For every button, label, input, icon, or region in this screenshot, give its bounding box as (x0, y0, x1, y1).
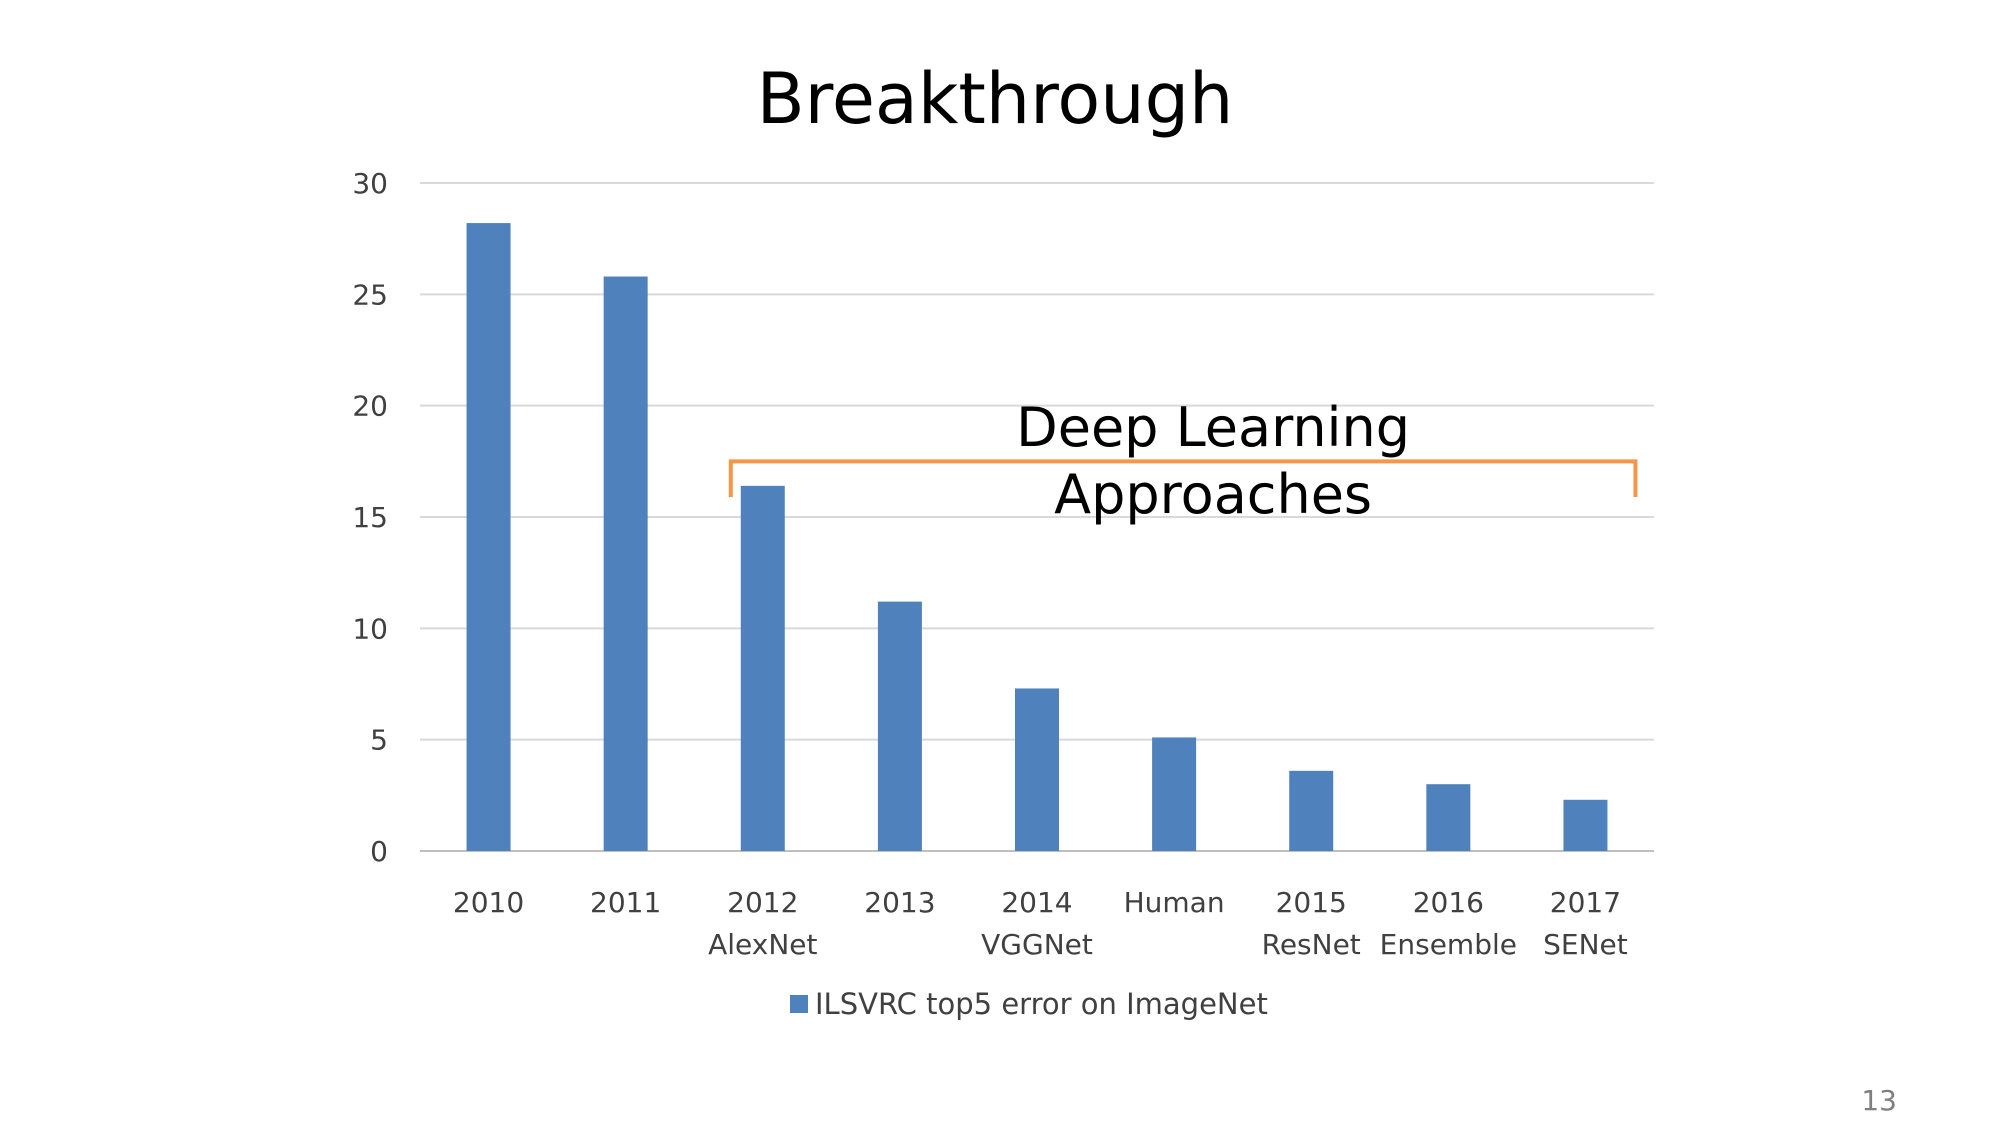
bar (1426, 784, 1471, 851)
x-category-label: Ensemble (1380, 928, 1517, 961)
x-category-label: 2010 (453, 886, 524, 919)
x-category-label: 2017 (1550, 886, 1621, 919)
x-category-label: ResNet (1262, 928, 1361, 961)
x-axis-categories: 2010 2011 2012 AlexNet 2013 2014 VGGNet Human 20… (453, 886, 1628, 961)
legend: ILSVRC top5 error on ImageNet (790, 987, 1268, 1021)
y-tick-label: 20 (352, 390, 388, 423)
annotation-bracket (728, 459, 1638, 497)
y-tick-label: 10 (352, 612, 388, 645)
y-axis-ticks: 0 5 10 15 20 25 30 (352, 167, 388, 868)
x-category-label: VGGNet (981, 928, 1093, 961)
x-category-label: AlexNet (708, 928, 817, 961)
y-tick-label: 15 (352, 501, 388, 534)
bar (1289, 770, 1334, 851)
x-category-label: Human (1124, 886, 1225, 919)
annotation-text: Approaches (1054, 463, 1372, 526)
x-category-label: 2011 (590, 886, 661, 919)
slide-title: Breakthrough (756, 58, 1234, 140)
y-tick-label: 0 (370, 835, 388, 868)
y-tick-label: 30 (352, 167, 388, 200)
bar (1152, 737, 1197, 851)
bar (877, 601, 922, 851)
bars (466, 223, 1608, 851)
bar (603, 276, 648, 851)
page-number: 13 (1861, 1084, 1897, 1117)
x-category-label: 2013 (864, 886, 935, 919)
x-category-label: 2014 (1001, 886, 1072, 919)
annotation-text: Deep Learning (1016, 396, 1410, 459)
x-category-label: SENet (1543, 928, 1628, 961)
bar (1015, 688, 1059, 851)
y-tick-label: 25 (352, 278, 388, 311)
x-category-label: 2015 (1276, 886, 1347, 919)
legend-swatch (790, 995, 808, 1013)
x-category-label: 2016 (1413, 886, 1484, 919)
legend-label: ILSVRC top5 error on ImageNet (815, 987, 1268, 1021)
x-category-label: 2012 (727, 886, 798, 919)
bar (466, 223, 511, 851)
y-tick-label: 5 (370, 724, 388, 757)
bar (1563, 799, 1608, 851)
bar (740, 485, 785, 851)
